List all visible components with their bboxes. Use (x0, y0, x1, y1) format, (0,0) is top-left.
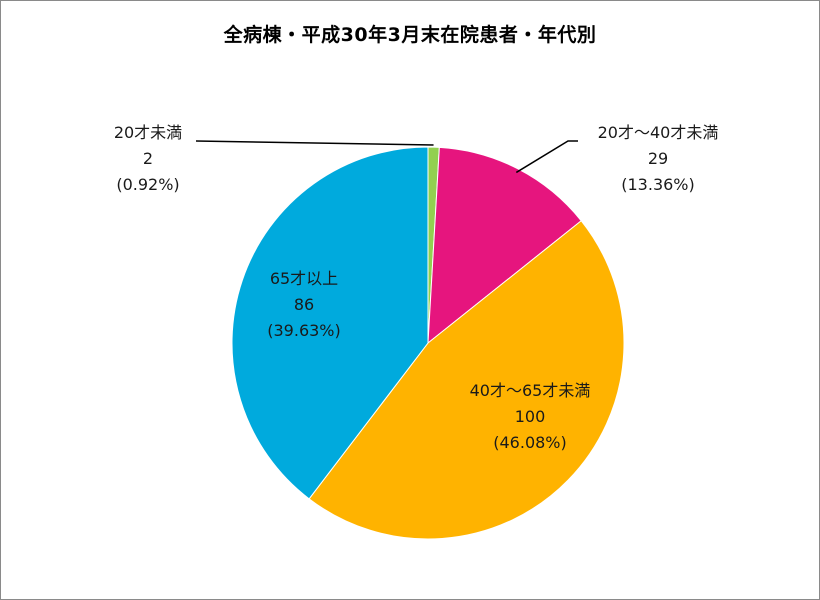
slice-category-label-0: 20才未満 (114, 123, 182, 142)
slice-value-label-2: 100 (515, 407, 546, 426)
leader-line-0 (195, 140, 434, 146)
pie-slice-1 (427, 146, 582, 345)
slice-category-label-1: 20才～40才未満 (598, 123, 719, 142)
slice-category-label-3: 65才以上 (270, 269, 338, 288)
slice-labels: 20才未満 2 (0.92%) 20才～40才未満 29 (13.36%) 40才～65才未… (114, 123, 719, 452)
slice-percent-label-1: (13.36%) (621, 175, 695, 194)
slice-category-label-2: 40才～65才未満 (470, 381, 591, 400)
pie-slice-2 (308, 220, 625, 540)
leader-lines (195, 140, 578, 174)
pie-slices (231, 146, 625, 540)
slice-percent-label-0: (0.92%) (116, 175, 179, 194)
slice-value-label-0: 2 (143, 149, 153, 168)
slice-percent-label-3: (39.63%) (267, 321, 341, 340)
pie-slice-3 (231, 146, 429, 500)
chart-title: 全病棟・平成30年3月末在院患者・年代別 (223, 24, 597, 46)
slice-value-label-1: 29 (648, 149, 668, 168)
slice-value-label-3: 86 (294, 295, 314, 314)
leader-line-1 (515, 140, 578, 174)
slice-percent-label-2: (46.08%) (493, 433, 567, 452)
